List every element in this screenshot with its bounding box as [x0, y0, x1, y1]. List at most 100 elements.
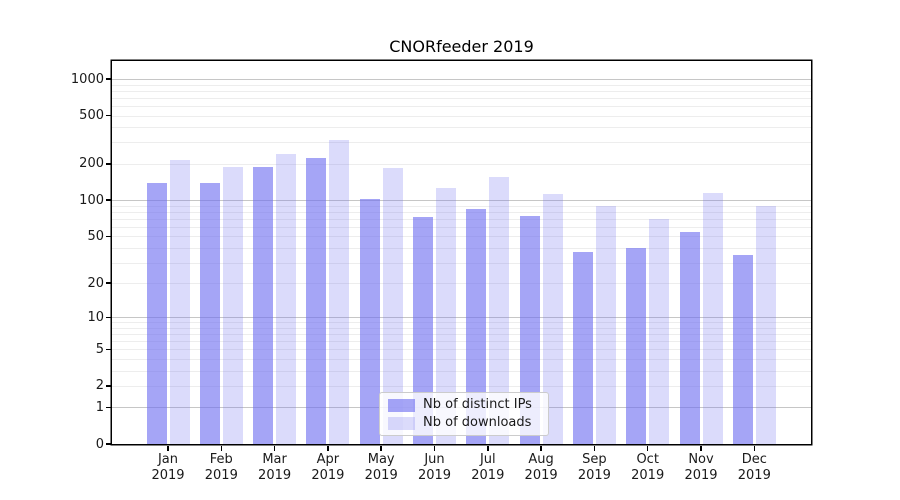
gridline-major — [112, 317, 811, 319]
x-tick-mark — [540, 445, 542, 451]
x-tick-label-mar: Mar 2019 — [258, 452, 292, 483]
x-tick-label-dec: Dec 2019 — [737, 452, 771, 483]
x-tick-mark — [167, 445, 169, 451]
y-tick-label-50: 50 — [87, 228, 104, 244]
bar-downloads-dec — [755, 206, 776, 444]
bar-distinct-ips-mar — [253, 166, 274, 444]
bar-distinct-ips-feb — [199, 182, 220, 444]
y-tick-mark — [106, 385, 111, 387]
x-tick-mark — [380, 445, 382, 451]
gridline-major — [112, 79, 811, 80]
bar-distinct-ips-jul — [466, 208, 487, 444]
gridline-minor — [112, 262, 811, 264]
legend-swatch-distinct-ips — [388, 398, 415, 412]
y-tick-label-20: 20 — [87, 275, 104, 291]
y-tick-mark — [106, 199, 111, 201]
y-tick-label-10: 10 — [87, 309, 104, 325]
x-tick-label-jul: Jul 2019 — [471, 452, 505, 483]
y-tick-label-0: 0 — [95, 436, 104, 452]
y-tick-label-5: 5 — [95, 341, 104, 357]
bar-downloads-sep — [595, 205, 616, 444]
gridline-minor — [112, 90, 811, 92]
bar-distinct-ips-apr — [306, 158, 327, 444]
bar-downloads-oct — [649, 218, 670, 444]
x-tick-label-feb: Feb 2019 — [204, 452, 238, 483]
gridline-minor — [112, 211, 811, 213]
x-tick-mark — [220, 445, 223, 451]
y-tick-label-200: 200 — [79, 156, 104, 172]
bar-downloads-may — [382, 167, 403, 444]
x-tick-mark — [487, 445, 489, 451]
x-tick-mark — [593, 445, 596, 451]
legend-label-distinct-ips: Nb of distinct IPs — [423, 397, 532, 412]
bar-downloads-jun — [436, 188, 456, 444]
legend-label-downloads: Nb of downloads — [423, 415, 532, 430]
gridline-minor — [112, 341, 811, 343]
y-tick-label-1: 1 — [95, 399, 104, 415]
y-tick-mark — [106, 348, 111, 351]
y-tick-mark — [106, 235, 111, 238]
y-tick-mark — [106, 316, 111, 319]
gridline-minor — [112, 334, 811, 336]
plot-area — [112, 61, 811, 444]
legend-item-downloads: Nb of downloads — [388, 416, 540, 430]
legend-swatch-downloads — [388, 416, 415, 430]
gridline-minor — [112, 349, 811, 351]
gridline-minor — [112, 142, 811, 144]
legend-item-distinct-ips: Nb of distinct IPs — [388, 398, 540, 412]
legend: Nb of distinct IPs Nb of downloads — [379, 392, 549, 436]
x-tick-label-apr: Apr 2019 — [311, 452, 345, 483]
gridline-minor — [112, 97, 811, 99]
y-tick-label-2: 2 — [95, 378, 104, 394]
y-tick-label-1000: 1000 — [70, 71, 104, 87]
gridline-minor — [112, 370, 811, 372]
x-tick-label-may: May 2019 — [364, 452, 398, 483]
x-tick-mark — [273, 445, 276, 451]
x-tick-mark — [700, 445, 702, 451]
x-tick-label-jun: Jun 2019 — [417, 452, 452, 483]
bar-distinct-ips-may — [359, 199, 380, 444]
x-tick-label-sep: Sep 2019 — [577, 452, 611, 483]
x-tick-mark — [327, 445, 329, 451]
bar-downloads-mar — [276, 154, 297, 444]
bar-distinct-ips-oct — [626, 247, 647, 444]
bar-distinct-ips-jan — [146, 183, 167, 444]
bar-downloads-jul — [489, 177, 510, 444]
bar-distinct-ips-aug — [519, 215, 540, 444]
gridline-minor — [112, 385, 811, 387]
gridline-minor — [112, 84, 811, 86]
bar-downloads-apr — [329, 139, 350, 444]
gridline-minor — [112, 115, 811, 117]
x-tick-label-aug: Aug 2019 — [524, 452, 558, 483]
chart-title: CNORfeeder 2019 — [389, 37, 534, 56]
x-tick-mark — [646, 445, 649, 451]
gridline-minor — [112, 236, 811, 238]
y-tick-mark — [106, 282, 111, 284]
x-tick-label-nov: Nov 2019 — [684, 452, 718, 483]
gridline-minor — [112, 322, 811, 324]
bar-distinct-ips-dec — [732, 254, 753, 444]
bar-downloads-aug — [542, 194, 563, 444]
gridline-minor — [112, 205, 811, 207]
gridline-minor — [112, 218, 811, 220]
x-tick-mark — [753, 445, 756, 451]
bar-downloads-jan — [169, 160, 190, 444]
bar-downloads-nov — [702, 193, 723, 444]
gridline-minor — [112, 226, 811, 228]
y-tick-mark — [106, 114, 111, 117]
bar-distinct-ips-sep — [572, 251, 593, 444]
gridline-minor — [112, 105, 811, 107]
gridline-minor — [112, 247, 811, 249]
y-tick-label-100: 100 — [79, 192, 104, 208]
gridline-minor — [112, 358, 811, 360]
x-tick-label-oct: Oct 2019 — [631, 452, 665, 483]
gridline-minor — [112, 163, 811, 165]
gridline-minor — [112, 327, 811, 329]
gridline-minor — [112, 283, 811, 285]
bar-downloads-feb — [222, 166, 243, 444]
x-tick-mark — [433, 445, 436, 451]
y-tick-mark — [106, 443, 111, 445]
x-tick-label-jan: Jan 2019 — [151, 452, 185, 483]
y-tick-mark — [106, 406, 111, 409]
